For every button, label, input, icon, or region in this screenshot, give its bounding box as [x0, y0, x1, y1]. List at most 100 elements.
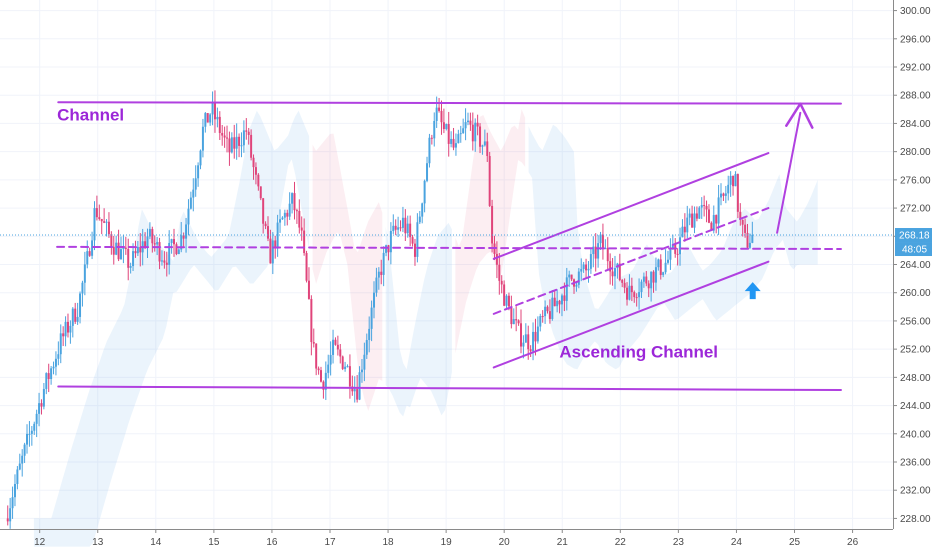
- cloud-segment-2: [312, 133, 383, 411]
- candle-289: [703, 195, 706, 217]
- candle-139: [341, 355, 344, 371]
- annotation-label-0[interactable]: Channel: [57, 106, 124, 125]
- candle-40: [103, 208, 106, 224]
- y-tick-label-17: 296.00: [900, 34, 931, 45]
- candle-233: [568, 270, 571, 287]
- candle-11: [33, 421, 36, 435]
- candle-144: [353, 376, 356, 403]
- horizontal-support-line[interactable]: [57, 385, 842, 392]
- x-tick-label-11: 23: [673, 537, 685, 548]
- target-arrowhead[interactable]: [785, 102, 814, 129]
- candle-46: [117, 229, 120, 262]
- candle-276: [671, 234, 674, 250]
- channel-lower-line[interactable]: [492, 260, 770, 369]
- countdown-label: 48:05: [902, 245, 927, 256]
- candle-236: [575, 281, 578, 292]
- candle-228: [556, 289, 559, 313]
- candle-304: [739, 203, 742, 226]
- candle-138: [339, 343, 342, 364]
- candle-290: [705, 200, 708, 223]
- time-axis[interactable]: 12 13 14 15 16 17 18 19 20 21 22 23 24 25 26: [34, 529, 859, 548]
- x-tick-label-12: 24: [731, 537, 743, 548]
- cloud-segment-4: [455, 109, 526, 354]
- candle-284: [691, 205, 694, 228]
- candle-162: [397, 216, 400, 238]
- candle-36: [93, 201, 96, 251]
- candle-239: [582, 261, 585, 273]
- candle-79: [197, 162, 200, 187]
- candle-191: [466, 112, 469, 126]
- candle-300: [729, 171, 732, 197]
- candle-296: [720, 183, 723, 206]
- candle-136: [334, 337, 337, 346]
- y-tick-label-7: 256.00: [900, 316, 931, 327]
- last-price-label: 268.18: [899, 231, 930, 242]
- candle-102: [252, 154, 255, 180]
- candle-60: [151, 226, 154, 253]
- candle-140: [344, 361, 347, 372]
- candle-4: [16, 466, 19, 490]
- channel-middle-line[interactable]: [492, 207, 770, 315]
- candle-96: [238, 133, 241, 158]
- candle-44: [112, 235, 115, 265]
- candle-10: [30, 426, 33, 446]
- y-tick-label-14: 284.00: [900, 119, 931, 130]
- midline-line[interactable]: [56, 245, 842, 250]
- candle-153: [375, 267, 378, 297]
- candle-148: [363, 342, 366, 382]
- candle-77: [192, 178, 195, 212]
- annotation-label-1[interactable]: Ascending Channel: [559, 343, 718, 362]
- candle-81: [201, 118, 204, 158]
- bounce-up-arrow-icon[interactable]: [744, 282, 761, 300]
- candle-211: [515, 306, 518, 332]
- candle-263: [640, 279, 643, 299]
- candle-39: [100, 218, 103, 235]
- candle-24: [64, 316, 67, 347]
- candle-53: [134, 240, 137, 258]
- candle-214: [522, 335, 525, 359]
- candle-95: [235, 123, 238, 160]
- ichimoku-cloud: [33, 109, 818, 547]
- candle-215: [524, 323, 527, 343]
- candle-104: [257, 173, 260, 191]
- candle-12: [35, 409, 38, 438]
- candle-294: [715, 214, 718, 234]
- candle-297: [722, 192, 725, 201]
- candle-159: [389, 222, 392, 265]
- candle-179: [438, 97, 441, 113]
- candle-3: [13, 474, 16, 507]
- candle-6: [21, 449, 24, 477]
- candle-154: [377, 267, 380, 290]
- candle-190: [464, 108, 467, 141]
- channel-upper-line[interactable]: [492, 152, 770, 260]
- x-tick-label-2: 14: [150, 537, 162, 548]
- candle-29: [76, 302, 79, 325]
- candle-198: [483, 129, 486, 147]
- candle-206: [503, 280, 506, 307]
- candle-165: [404, 209, 407, 242]
- candle-7: [23, 442, 26, 463]
- candle-69: [173, 228, 176, 257]
- last-price-badge: [895, 228, 932, 243]
- x-tick-label-6: 18: [383, 537, 395, 548]
- candle-155: [380, 259, 383, 285]
- candle-35: [91, 231, 94, 260]
- candle-34: [88, 247, 91, 257]
- x-tick-label-5: 17: [324, 537, 336, 548]
- projection-line[interactable]: [776, 111, 802, 234]
- horizontal-resistance-line[interactable]: [57, 101, 842, 105]
- candle-213: [520, 309, 523, 354]
- candle-194: [474, 118, 477, 152]
- candle-169: [413, 238, 416, 266]
- price-axis[interactable]: 228.00 232.00 236.00 240.00 244.00 248.00 252.…: [893, 6, 931, 525]
- candle-112: [276, 214, 279, 257]
- price-badges: 268.18 48:05: [0, 228, 932, 257]
- candle-272: [662, 271, 665, 278]
- candle-280: [681, 219, 684, 238]
- countdown-badge: [895, 242, 932, 257]
- candle-254: [618, 253, 621, 282]
- grid: [0, 0, 893, 529]
- candle-130: [320, 366, 322, 383]
- candle-117: [288, 192, 291, 221]
